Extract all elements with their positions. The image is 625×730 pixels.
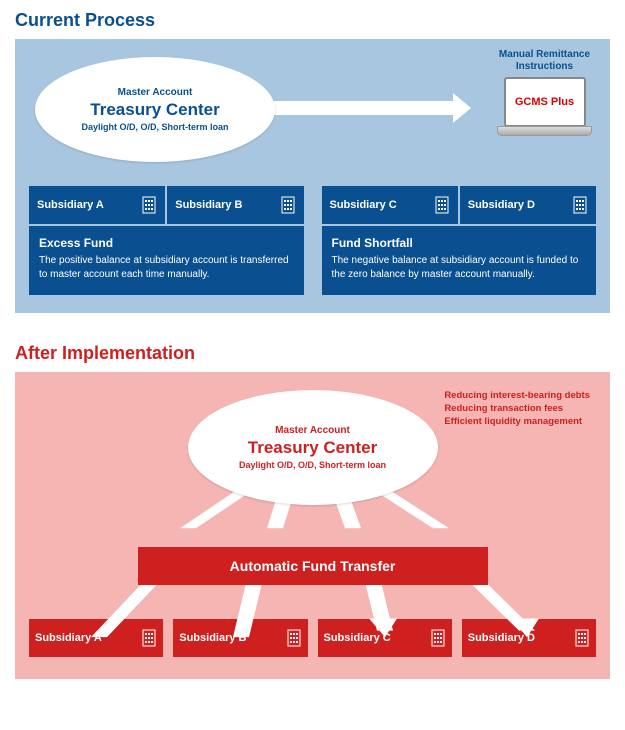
oval-main: Treasury Center [90,100,219,120]
subsidiary-label: Subsidiary C [330,199,397,211]
subsidiary-box: Subsidiary D [462,619,596,657]
benefit-item: Reducing transaction fees [444,403,590,416]
master-account-oval: Master Account Treasury Center Daylight … [35,57,275,162]
building-icon [434,196,450,214]
oval-sub: Daylight O/D, O/D, Short-term loan [239,460,386,470]
subsidiary-label: Subsidiary D [468,632,535,644]
subsidiary-label: Subsidiary D [468,199,535,211]
subsidiary-box: Subsidiary A [29,619,163,657]
after-sub-row: Subsidiary A Subsidiary B Subsidiary C S… [29,619,596,657]
building-icon [141,196,157,214]
oval-sub: Daylight O/D, O/D, Short-term loan [81,122,228,132]
excess-col: Subsidiary A Subsidiary B Excess Fund Th… [29,186,304,295]
oval-sup: Master Account [118,87,193,98]
desc-text: The positive balance at subsidiary accou… [39,254,294,281]
subsidiary-box: Subsidiary D [460,186,596,224]
shortfall-desc: Fund Shortfall The negative balance at s… [322,226,597,295]
benefit-item: Efficient liquidity management [444,416,590,429]
subsidiary-label: Subsidiary A [35,632,102,644]
subsidiary-box: Subsidiary B [167,186,303,224]
excess-desc: Excess Fund The positive balance at subs… [29,226,304,295]
laptop-screen-text: GCMS Plus [515,96,574,108]
subsidiary-box: Subsidiary C [322,186,458,224]
subsidiary-label: Subsidiary B [179,632,246,644]
after-title: After Implementation [15,343,625,364]
subsidiary-label: Subsidiary C [324,632,391,644]
current-sub-row: Subsidiary A Subsidiary B Excess Fund Th… [29,186,596,295]
auto-transfer-bar: Automatic Fund Transfer [138,547,488,585]
subsidiary-label: Subsidiary A [37,199,104,211]
subsidiary-label: Subsidiary B [175,199,242,211]
subsidiary-box: Subsidiary B [173,619,307,657]
laptop-label: Manual RemittanceInstructions [497,49,592,73]
laptop-block: Manual RemittanceInstructions GCMS Plus [497,49,592,142]
oval-main: Treasury Center [248,438,377,458]
desc-text: The negative balance at subsidiary accou… [332,254,587,281]
arrow-to-laptop [265,101,455,115]
building-icon [574,629,590,647]
after-panel: Reducing interest-bearing debts Reducing… [15,372,610,679]
benefit-item: Reducing interest-bearing debts [444,390,590,403]
subsidiary-box: Subsidiary A [29,186,165,224]
building-icon [280,196,296,214]
building-icon [141,629,157,647]
building-icon [430,629,446,647]
current-process-section: Current Process Master Account Treasury … [0,10,625,313]
desc-heading: Excess Fund [39,236,294,250]
building-icon [572,196,588,214]
laptop-icon: GCMS Plus [497,77,592,142]
current-title: Current Process [15,10,625,31]
oval-sup: Master Account [275,425,350,436]
building-icon [286,629,302,647]
shortfall-col: Subsidiary C Subsidiary D Fund Shortfall… [322,186,597,295]
subsidiary-box: Subsidiary C [318,619,452,657]
after-implementation-section: After Implementation Reducing interest-b… [0,343,625,679]
master-account-oval-after: Master Account Treasury Center Daylight … [188,390,438,505]
current-panel: Master Account Treasury Center Daylight … [15,39,610,313]
desc-heading: Fund Shortfall [332,236,587,250]
benefits-list: Reducing interest-bearing debts Reducing… [444,390,590,428]
